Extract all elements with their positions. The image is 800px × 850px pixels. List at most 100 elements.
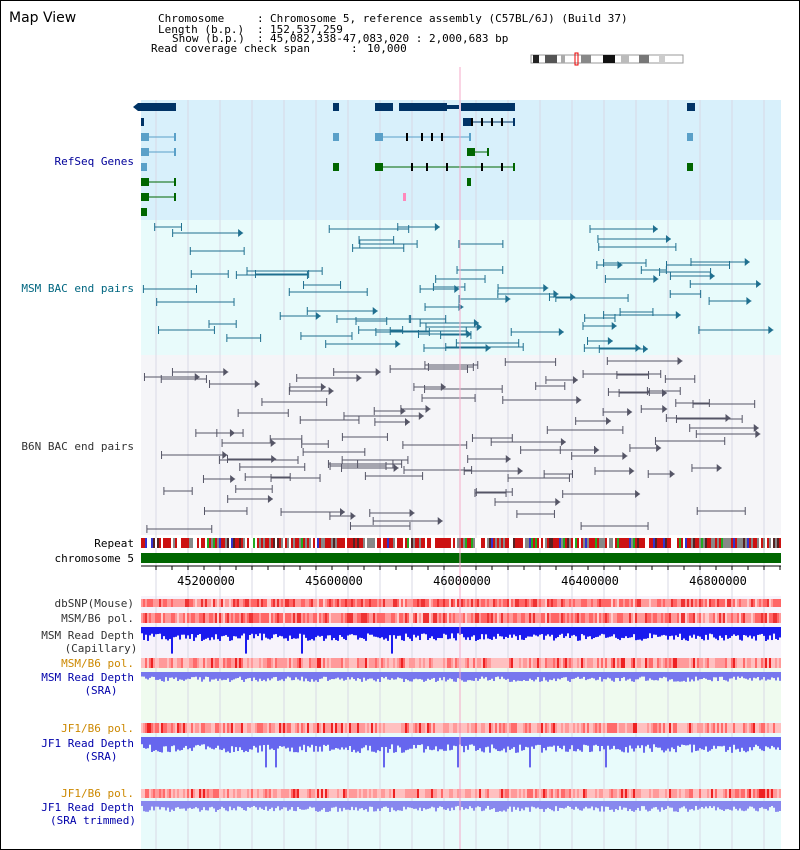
dbsnp-cell xyxy=(419,599,421,607)
repeat-element xyxy=(739,538,741,548)
dbsnp-cell xyxy=(141,599,143,607)
depth-bar xyxy=(465,627,467,640)
pol-cell xyxy=(587,658,589,668)
depth-bar xyxy=(159,737,161,752)
depth-bar xyxy=(413,627,415,635)
repeat-element xyxy=(631,538,633,548)
dbsnp-label[interactable]: dbSNP(Mouse) xyxy=(54,597,134,610)
pol-cell xyxy=(175,723,177,733)
pol-cell xyxy=(387,613,389,623)
repeat-label[interactable]: Repeat xyxy=(94,537,134,550)
depth-bar xyxy=(567,627,569,634)
pol-cell xyxy=(447,613,449,623)
pol-cell xyxy=(339,723,341,733)
pol-cell xyxy=(355,789,357,798)
depth-bar xyxy=(633,672,635,682)
jf1-read-depth-label[interactable]: JF1 Read Depth xyxy=(41,737,134,750)
msm-read-depth-sra-label[interactable]: MSM Read Depth xyxy=(41,671,134,684)
pol-cell xyxy=(627,789,629,798)
repeat-element xyxy=(265,538,267,548)
depth-bar xyxy=(445,801,447,810)
dbsnp-cell xyxy=(177,599,179,607)
pol-cell xyxy=(413,658,415,668)
msm-read-depth-capillary-label[interactable]: MSM Read Depth xyxy=(41,629,134,642)
strand-arrow xyxy=(328,387,334,395)
pol-cell xyxy=(677,789,679,798)
dbsnp-cell xyxy=(691,599,693,607)
depth-bar xyxy=(565,801,567,808)
b6n-bac-label[interactable]: B6N BAC end pairs xyxy=(21,440,134,453)
repeat-element xyxy=(629,538,631,548)
pol-cell xyxy=(663,723,665,733)
pol-cell xyxy=(651,658,653,668)
pol-cell xyxy=(693,613,695,623)
depth-bar xyxy=(585,672,587,681)
depth-bar xyxy=(419,801,421,808)
pol-cell xyxy=(307,613,309,623)
depth-bar xyxy=(399,627,401,636)
depth-bar xyxy=(303,672,305,682)
dbsnp-cell xyxy=(533,599,535,607)
repeat-element xyxy=(679,538,681,548)
jf1-read-depth-trimmed-label[interactable]: JF1 Read Depth xyxy=(41,801,134,814)
depth-bar xyxy=(563,737,565,746)
pol-cell xyxy=(273,723,275,733)
pol-cell xyxy=(397,658,399,668)
depth-bar xyxy=(217,672,219,681)
pol-cell xyxy=(653,613,655,623)
pol-cell xyxy=(561,789,563,798)
strand-arrow xyxy=(473,319,479,327)
pol-cell xyxy=(525,723,527,733)
jf1-b6-pol-label-2[interactable]: JF1/B6 pol. xyxy=(61,787,134,800)
depth-bar xyxy=(595,627,597,638)
pol-cell xyxy=(305,658,307,668)
depth-bar xyxy=(333,801,335,808)
pol-cell xyxy=(283,789,285,798)
dbsnp-cell xyxy=(259,599,261,607)
msm-b6-pol-label-2[interactable]: MSM/B6 pol. xyxy=(61,657,134,670)
pol-cell xyxy=(647,723,649,733)
depth-bar xyxy=(649,672,651,679)
pol-cell xyxy=(337,613,339,623)
dbsnp-cell xyxy=(295,599,297,607)
chromosome-label[interactable]: chromosome 5 xyxy=(54,552,134,565)
pol-cell xyxy=(683,789,685,798)
pol-cell xyxy=(491,658,493,668)
refseq-genes-label[interactable]: RefSeq Genes xyxy=(54,155,134,168)
pol-cell xyxy=(161,613,163,623)
jf1-b6-pol-label[interactable]: JF1/B6 pol. xyxy=(61,722,134,735)
pol-cell xyxy=(237,658,239,668)
pol-cell xyxy=(721,658,723,668)
depth-bar xyxy=(565,737,567,752)
depth-bar xyxy=(351,627,353,635)
repeat-element xyxy=(727,538,729,548)
pol-cell xyxy=(349,723,351,733)
pol-cell xyxy=(611,723,613,733)
dbsnp-cell xyxy=(381,599,383,607)
chromosome-ideogram[interactable] xyxy=(529,52,689,66)
depth-bar xyxy=(333,737,335,750)
pol-cell xyxy=(619,613,621,623)
dbsnp-cell xyxy=(559,599,561,607)
depth-bar xyxy=(311,801,313,808)
repeat-element xyxy=(435,538,437,548)
depth-bar xyxy=(421,737,423,745)
pol-cell xyxy=(449,658,451,668)
pol-cell xyxy=(711,658,713,668)
depth-bar xyxy=(489,672,491,680)
pol-cell xyxy=(613,789,615,798)
read-depth-tracks xyxy=(141,627,781,812)
depth-bar xyxy=(281,672,283,680)
msm-bac-label[interactable]: MSM BAC end pairs xyxy=(21,282,134,295)
depth-bar xyxy=(163,737,165,747)
depth-bar xyxy=(287,627,289,641)
dbsnp-cell xyxy=(707,599,709,607)
depth-bar xyxy=(723,627,725,641)
msm-b6-pol-label[interactable]: MSM/B6 pol. xyxy=(61,612,134,625)
depth-bar xyxy=(745,627,747,636)
depth-bar xyxy=(293,801,295,811)
depth-bar xyxy=(713,737,715,746)
depth-bar xyxy=(379,627,381,639)
depth-bar xyxy=(195,627,197,638)
